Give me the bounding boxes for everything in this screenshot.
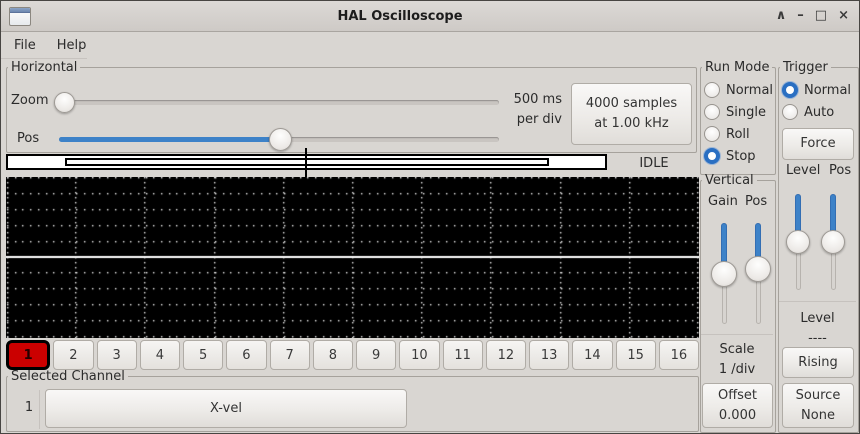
- channel-button-9[interactable]: 9: [356, 340, 397, 370]
- channel-button-6[interactable]: 6: [226, 340, 267, 370]
- trigger-pos-slider-handle[interactable]: [821, 230, 845, 254]
- selected-channel-group: Selected Channel: [6, 369, 699, 432]
- channel-button-4[interactable]: 4: [139, 340, 180, 370]
- trigger-source-button[interactable]: Source None: [782, 383, 854, 428]
- trigger-position-marker: [305, 148, 307, 177]
- vertical-pos-slider-handle[interactable]: [745, 256, 771, 282]
- selected-channel-group-label: Selected Channel: [11, 369, 125, 384]
- scale-label: Scale: [719, 342, 755, 357]
- trigger-pos-slider-fill: [830, 194, 836, 237]
- run-mode-option-stop[interactable]: Stop: [704, 145, 774, 167]
- capture-status: IDLE: [639, 156, 669, 171]
- vertical-group-label: Vertical: [705, 173, 754, 188]
- trigger-options: Normal Auto: [782, 79, 856, 123]
- channel-button-3[interactable]: 3: [96, 340, 137, 370]
- gain-slider-fill: [721, 223, 727, 275]
- trigger-level-readout-label: Level: [800, 311, 835, 326]
- samples-button[interactable]: 4000 samples at 1.00 kHz: [571, 83, 692, 145]
- pos-slider-handle[interactable]: [269, 128, 292, 151]
- window-icon: [9, 7, 31, 26]
- horizontal-group: Horizontal: [6, 60, 697, 153]
- radio-icon: [782, 82, 798, 98]
- gain-slider-handle[interactable]: [711, 261, 737, 287]
- vertical-pos-label: Pos: [745, 194, 768, 209]
- maximize-icon[interactable]: □: [814, 8, 828, 23]
- selected-channel-number: 1: [24, 400, 34, 415]
- scope-display: [6, 177, 699, 338]
- vertical-group: Vertical: [700, 173, 776, 433]
- scale-value: 1 /div: [718, 362, 756, 377]
- channel-button-2[interactable]: 2: [53, 340, 94, 370]
- pos-label: Pos: [17, 131, 40, 146]
- window-title: HAL Oscilloscope: [337, 8, 463, 24]
- selected-channel-separator: [39, 390, 40, 429]
- menu-separator: [1, 58, 87, 59]
- minimize-icon[interactable]: –: [797, 8, 804, 23]
- trigger-level-label: Level: [786, 163, 821, 178]
- channel-button-10[interactable]: 10: [399, 340, 440, 370]
- radio-icon: [704, 126, 720, 142]
- channel-source-button[interactable]: X-vel: [45, 389, 407, 428]
- channel-button-8[interactable]: 8: [312, 340, 353, 370]
- record-window-indicator: [65, 158, 549, 166]
- close-icon[interactable]: ×: [838, 8, 849, 23]
- scope-grid-canvas: [6, 177, 699, 338]
- channel-button-5[interactable]: 5: [183, 340, 224, 370]
- shade-icon[interactable]: ∧: [775, 8, 787, 23]
- radio-icon: [704, 104, 720, 120]
- trigger-option-normal[interactable]: Normal: [782, 79, 856, 101]
- vertical-divider: [701, 334, 773, 335]
- pos-slider-fill: [59, 137, 281, 142]
- offset-button[interactable]: Offset 0.000: [702, 383, 773, 428]
- gain-label: Gain: [708, 194, 738, 209]
- trigger-level-readout-value: ----: [808, 331, 827, 346]
- menu-help[interactable]: Help: [56, 37, 87, 53]
- run-mode-group-label: Run Mode: [705, 60, 770, 75]
- channel-button-16[interactable]: 16: [658, 340, 699, 370]
- run-mode-option-single[interactable]: Single: [704, 101, 774, 123]
- channel-button-15[interactable]: 15: [615, 340, 656, 370]
- trigger-level-slider-handle[interactable]: [786, 230, 810, 254]
- channel-button-11[interactable]: 11: [442, 340, 483, 370]
- run-mode-options: Normal Single Roll Stop: [704, 79, 774, 167]
- horizontal-group-label: Horizontal: [11, 60, 78, 75]
- zoom-slider-handle[interactable]: [54, 92, 75, 113]
- run-mode-group: Run Mode: [700, 60, 776, 175]
- radio-icon: [704, 82, 720, 98]
- title-bar: HAL Oscilloscope ∧ – □ ×: [1, 1, 859, 32]
- channel-row: 1 2 3 4 5 6 7 8 9 10 11 12 13 14 15 16: [6, 340, 699, 370]
- trigger-slope-button[interactable]: Rising: [782, 347, 854, 378]
- trigger-divider: [779, 301, 856, 302]
- run-mode-option-roll[interactable]: Roll: [704, 123, 774, 145]
- menu-bar: File Help: [1, 31, 859, 59]
- force-button[interactable]: Force: [782, 128, 854, 160]
- channel-button-12[interactable]: 12: [485, 340, 526, 370]
- trigger-pos-label: Pos: [829, 163, 852, 178]
- time-per-div: 500 ms per div: [513, 92, 562, 127]
- trigger-group-label: Trigger: [783, 60, 828, 75]
- trigger-option-auto[interactable]: Auto: [782, 101, 856, 123]
- channel-button-13[interactable]: 13: [529, 340, 570, 370]
- vertical-pos-slider-fill: [755, 223, 761, 270]
- radio-icon: [704, 148, 720, 164]
- zoom-label: Zoom: [11, 93, 49, 108]
- trigger-level-slider-fill: [795, 194, 801, 237]
- zoom-slider-track[interactable]: [59, 100, 499, 105]
- run-mode-option-normal[interactable]: Normal: [704, 79, 774, 101]
- radio-icon: [782, 104, 798, 120]
- trigger-group: Trigger: [778, 60, 859, 433]
- channel-button-14[interactable]: 14: [572, 340, 613, 370]
- channel-button-7[interactable]: 7: [269, 340, 310, 370]
- menu-file[interactable]: File: [14, 37, 36, 53]
- channel-button-1[interactable]: 1: [6, 340, 51, 370]
